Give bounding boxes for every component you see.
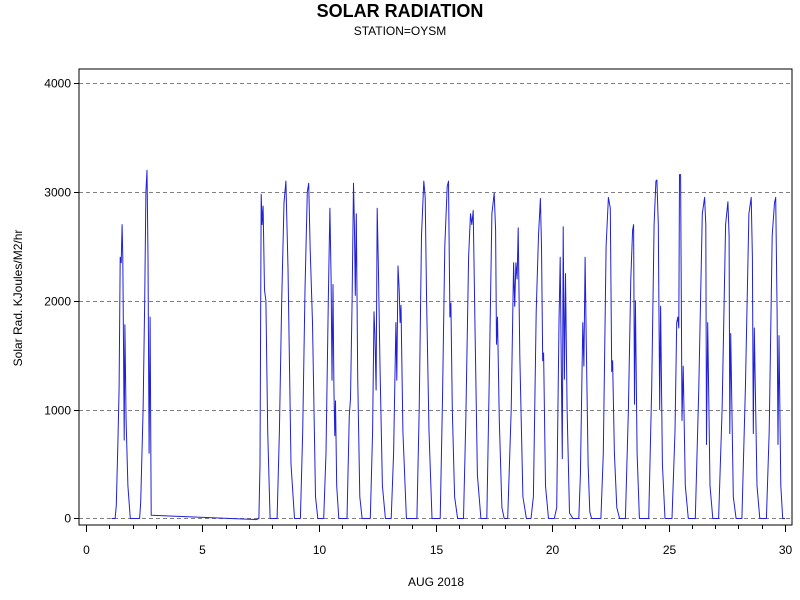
y-axis-label: Solar Rad. KJoules/M2/hr [11, 230, 25, 367]
x-tick-label: 5 [199, 543, 206, 557]
data-line-layer [111, 169, 785, 521]
x-tick-label: 10 [313, 543, 327, 557]
y-axis: 0 1000 2000 3000 4000 [44, 77, 79, 526]
x-tick-label: 20 [546, 543, 560, 557]
y-tick-label: 4000 [44, 77, 71, 91]
series-line [111, 169, 785, 521]
y-tick-label: 2000 [44, 295, 71, 309]
chart-title: SOLAR RADIATION [316, 1, 484, 21]
y-tick-label: 0 [64, 512, 71, 526]
x-tick-label: 15 [430, 543, 444, 557]
x-tick-label: 0 [83, 543, 90, 557]
y-tick-label: 3000 [44, 186, 71, 200]
x-axis: 0 5 10 15 20 25 30 [83, 525, 792, 557]
chart-subtitle: STATION=OYSM [353, 24, 447, 38]
y-tick-label: 1000 [44, 404, 71, 418]
x-axis-label: AUG 2018 [408, 575, 464, 589]
plot-area-frame [78, 68, 793, 526]
x-tick-label: 30 [779, 543, 793, 557]
x-tick-label: 25 [663, 543, 677, 557]
